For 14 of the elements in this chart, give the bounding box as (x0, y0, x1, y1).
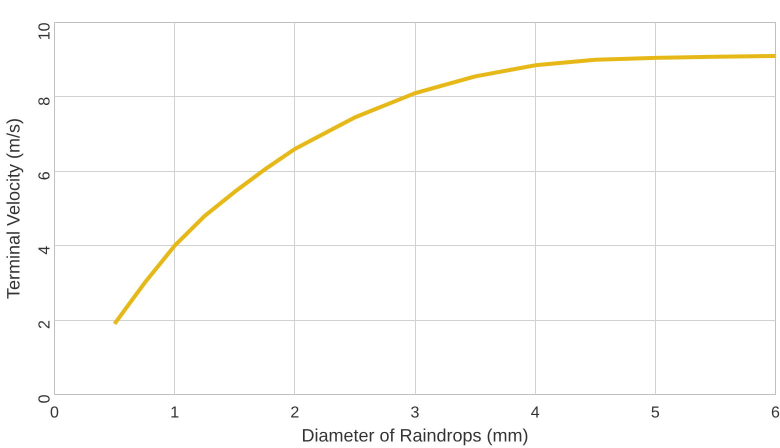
x-tick-label: 2 (290, 404, 300, 422)
x-tick-label: 5 (650, 404, 660, 422)
x-tick-label: 1 (170, 404, 180, 422)
y-tick-label: 0 (36, 394, 54, 404)
y-tick-label: 2 (36, 320, 54, 329)
x-tick-label: 6 (771, 404, 780, 422)
y-tick-label: 4 (36, 246, 54, 255)
x-tick-label: 4 (530, 404, 540, 422)
y-tick-label: 8 (36, 96, 54, 106)
x-tick-label: 3 (410, 404, 420, 422)
y-tick-label: 6 (36, 171, 54, 180)
x-axis-title: Diameter of Raindrops (mm) (301, 426, 529, 446)
y-axis-title: Terminal Velocity (m/s) (4, 118, 24, 300)
y-tick-label: 10 (36, 22, 54, 40)
